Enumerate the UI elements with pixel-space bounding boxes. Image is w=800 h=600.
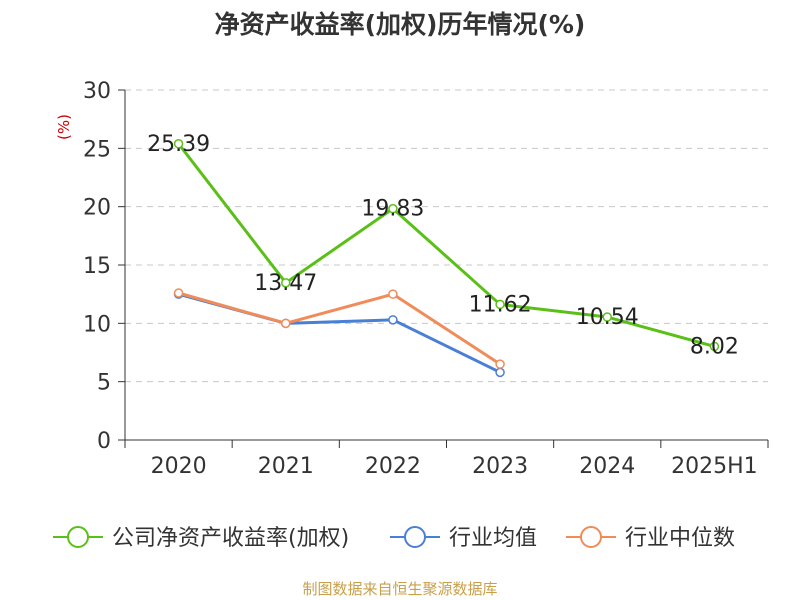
axes	[118, 89, 769, 448]
legend-label: 公司净资产收益率(加权)	[112, 526, 349, 551]
data-label: 19.83	[361, 197, 424, 222]
chart-title: 净资产收益率(加权)历年情况(%)	[215, 10, 586, 39]
legend-marker	[580, 526, 602, 548]
y-tick-label: 20	[83, 196, 111, 221]
y-tick-label: 15	[83, 254, 111, 279]
data-point	[388, 315, 398, 325]
legend-label: 行业均值	[449, 526, 537, 551]
data-point	[388, 289, 398, 299]
data-point	[173, 139, 184, 149]
x-tick-label: 2023	[472, 454, 528, 479]
x-tick-label: 2025H1	[671, 454, 758, 479]
data-label: 13.47	[254, 271, 317, 296]
data-point	[495, 367, 505, 378]
series-group	[173, 139, 720, 378]
data-labels: 25.39 13.47 19.83 11.62 10.54 8.02	[147, 132, 739, 360]
y-tick-label: 5	[97, 371, 111, 396]
x-tick-label: 2024	[579, 454, 635, 479]
data-label: 11.62	[469, 292, 532, 317]
series-line	[177, 142, 715, 348]
legend-label: 行业中位数	[625, 526, 735, 551]
data-point	[495, 359, 505, 369]
source-note: 制图数据来自恒生聚源数据库	[302, 580, 497, 598]
data-point	[602, 312, 612, 322]
y-tick-label: 30	[83, 79, 111, 104]
data-point	[388, 203, 398, 214]
series-line	[178, 291, 501, 366]
legend-marker	[67, 526, 89, 548]
data-point	[173, 288, 184, 298]
x-tick-label: 2022	[365, 454, 421, 479]
data-label: 25.39	[147, 132, 210, 157]
data-point	[495, 299, 505, 310]
y-tick-labels: 0 5 10 15 20 25 30	[83, 79, 111, 454]
y-tick-label: 25	[83, 137, 111, 162]
y-axis-unit: (%)	[55, 114, 73, 140]
x-tick-label: 2021	[258, 454, 314, 479]
x-tick-labels: 2020 2021 2022 2023 2024 2025H1	[151, 454, 758, 479]
x-tick-label: 2020	[151, 454, 207, 479]
data-point	[281, 318, 291, 329]
data-label: 10.54	[576, 305, 639, 330]
data-point	[281, 278, 291, 288]
y-tick-label: 10	[83, 312, 111, 337]
grid-lines	[125, 89, 768, 383]
legend: 公司净资产收益率(加权) 行业均值 行业中位数	[53, 526, 735, 551]
data-point	[709, 341, 720, 352]
data-label: 8.02	[690, 334, 739, 359]
y-tick-label: 0	[97, 429, 111, 454]
legend-marker	[404, 526, 426, 548]
